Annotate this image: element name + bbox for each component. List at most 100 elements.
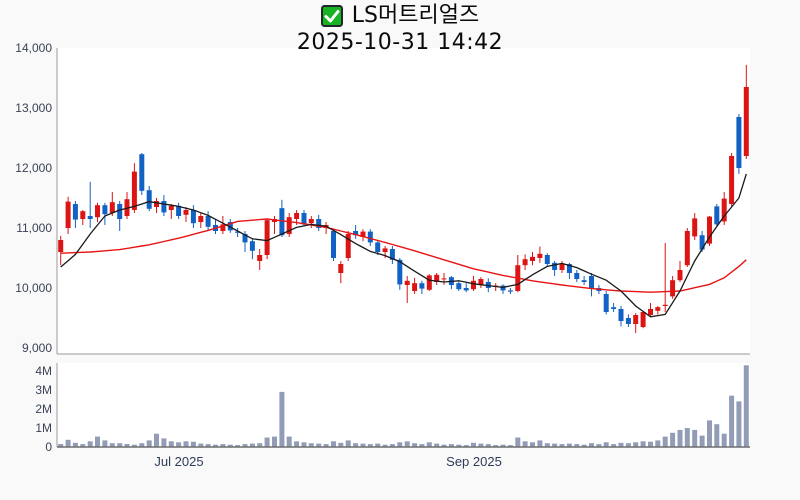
volume-bar [729, 395, 735, 447]
price-plot-area[interactable] [57, 48, 750, 354]
candle-body [161, 201, 167, 213]
candle-body [154, 201, 159, 207]
volume-bar [471, 442, 476, 447]
volume-bar [426, 442, 432, 448]
volume-bar [404, 441, 410, 447]
price-tick-11000: 11,000 [16, 221, 52, 235]
volume-bar [87, 441, 93, 447]
chart-timestamp: 2025-10-31 14:42 [296, 30, 504, 55]
candle-body [743, 87, 749, 156]
candle-body [603, 294, 609, 312]
volume-bar [596, 444, 602, 447]
volume-bar [294, 441, 300, 447]
candle-body [168, 205, 174, 210]
volume-bar [603, 442, 609, 448]
candle-body [95, 205, 100, 218]
candle-body [382, 248, 388, 252]
candle-body [434, 274, 440, 282]
volume-bar [331, 441, 336, 447]
green-checkbox-icon [320, 5, 343, 27]
candle-body [426, 275, 432, 290]
volume-bar [559, 444, 565, 447]
price-tick-12000: 12,000 [15, 161, 52, 175]
volume-bar [205, 444, 211, 447]
volume-bar [279, 391, 285, 447]
volume-bar [574, 444, 580, 447]
candle-body [397, 259, 403, 285]
candle-body [264, 220, 270, 255]
volume-bar [272, 436, 277, 448]
volume-bar [176, 442, 182, 448]
candle-body [618, 309, 624, 321]
volume-bar [448, 444, 454, 447]
candle-body [183, 210, 189, 215]
volume-bar [736, 401, 742, 447]
volume-bar [227, 444, 233, 447]
candle-body [242, 234, 248, 243]
candle-body [102, 205, 108, 215]
volume-plot-area[interactable] [57, 363, 750, 447]
ma-slow-line [60, 218, 747, 293]
candle-body [227, 222, 233, 231]
candle-body [589, 276, 594, 289]
volume-bar [699, 435, 705, 447]
volume-bar [707, 420, 712, 447]
price-tick-9000: 9,000 [21, 341, 52, 355]
volume-tick-3m: 3M [35, 383, 52, 397]
volume-bar [102, 440, 108, 447]
candle-body [559, 264, 565, 270]
volume-bar [544, 443, 550, 447]
volume-tick-0: 0 [45, 440, 52, 454]
volume-bar [478, 443, 484, 447]
volume-bar [161, 438, 167, 447]
volume-bar [434, 443, 440, 447]
volume-bar [670, 432, 676, 448]
volume-bar [109, 443, 115, 447]
candle-body [389, 249, 395, 260]
candle-body [478, 279, 484, 285]
candle-body [692, 218, 698, 237]
volume-bar [213, 444, 218, 447]
candle-body [714, 206, 720, 225]
volume-bar [493, 445, 499, 447]
volume-bar [662, 436, 668, 448]
volume-bar [677, 429, 683, 447]
candle-body [58, 240, 64, 252]
volume-bar [552, 443, 558, 447]
candle-body [625, 318, 631, 324]
candle-body [633, 315, 639, 324]
volume-bar [633, 442, 639, 448]
volume-tick-2m: 2M [35, 402, 52, 416]
candle-body [530, 256, 535, 261]
volume-bar [589, 443, 594, 447]
volume-bar [625, 443, 631, 447]
candle-body [308, 219, 314, 224]
volume-bar [692, 429, 698, 447]
volume-bar [249, 443, 255, 447]
candle-body [117, 204, 123, 219]
candle-body [338, 264, 344, 273]
volume-bar [537, 440, 543, 447]
candle-body [456, 283, 462, 290]
candle-body [677, 270, 683, 281]
candle-body [507, 290, 513, 292]
volume-bar [389, 444, 395, 447]
volume-tick-1m: 1M [35, 421, 52, 435]
chart-title-row: LS머트리얼즈 [0, 3, 800, 29]
candle-body [87, 216, 93, 219]
volume-bar [397, 442, 403, 448]
volume-bar [485, 444, 491, 447]
candle-body [537, 253, 543, 258]
volume-bar [58, 444, 64, 447]
candle-body [220, 224, 226, 231]
candle-body [198, 216, 204, 222]
candle-body [662, 304, 668, 306]
volume-bar [65, 439, 71, 447]
volume-bar [301, 442, 307, 448]
volume-bar [412, 443, 418, 447]
volume-bar [257, 443, 263, 447]
volume-bar [463, 445, 469, 447]
volume-bar [530, 442, 535, 448]
candle-body [279, 208, 285, 236]
